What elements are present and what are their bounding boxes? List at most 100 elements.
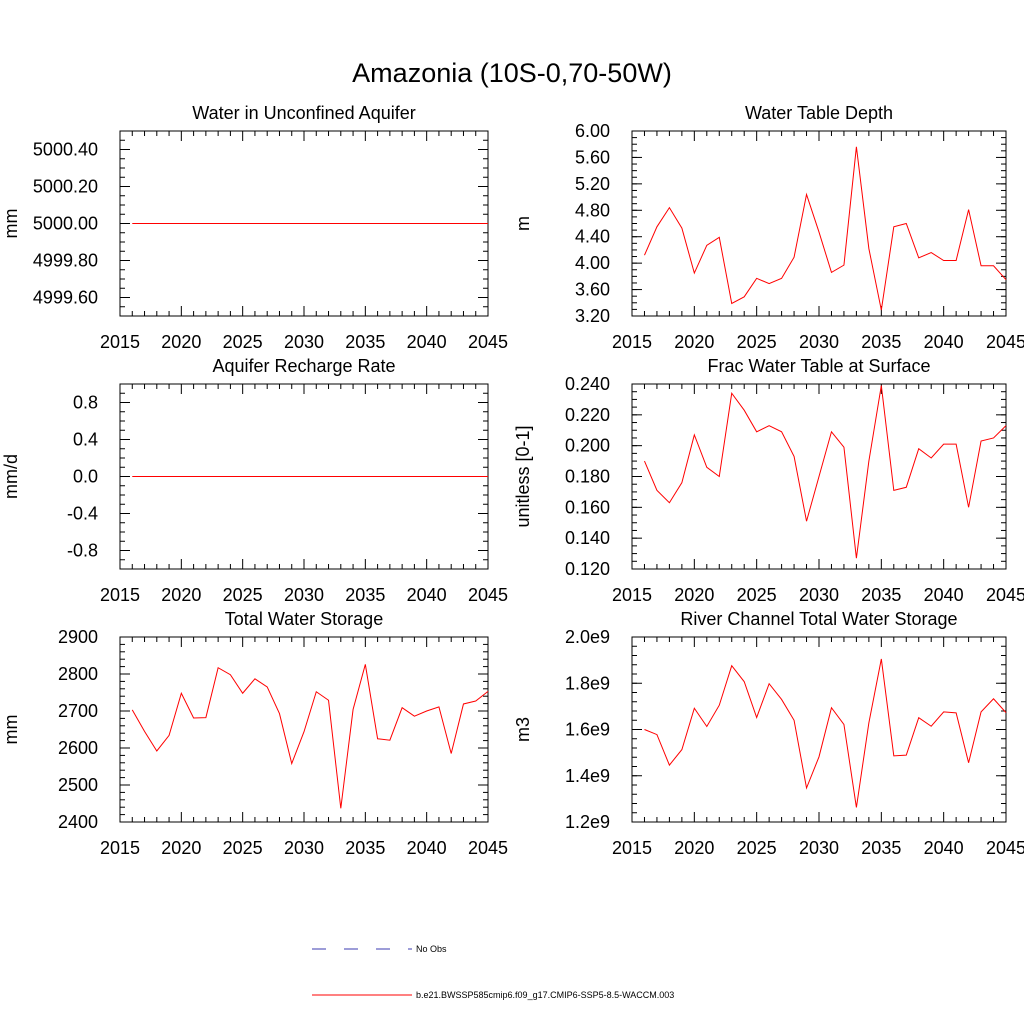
chart2-y-tick-label: 5.60 — [575, 147, 610, 167]
chart3-x-tick-label: 2015 — [100, 585, 140, 605]
chart1-x-tick-label: 2025 — [223, 332, 263, 352]
chart1-y-tick-label: 4999.60 — [33, 288, 98, 308]
chart6-x-tick-label: 2040 — [924, 838, 964, 858]
chart2-x-tick-label: 2045 — [986, 332, 1024, 352]
chart5-x-tick-label: 2025 — [223, 838, 263, 858]
chart6-y-tick-label: 2.0e9 — [565, 627, 610, 647]
chart2-series-line — [644, 146, 1007, 311]
chart3-x-tick-label: 2025 — [223, 585, 263, 605]
chart2-y-axis-label: m — [513, 216, 533, 231]
chart2-x-tick-label: 2035 — [861, 332, 901, 352]
chart1-y-axis-label: mm — [1, 209, 21, 239]
chart1-x-tick-label: 2020 — [161, 332, 201, 352]
chart2-x-tick-label: 2030 — [799, 332, 839, 352]
chart5-y-tick-label: 2600 — [58, 738, 98, 758]
chart4-frac-water-table-at-surface: Frac Water Table at Surface unitless [0-1… — [513, 356, 1024, 605]
chart6-title: River Channel Total Water Storage — [680, 609, 957, 629]
chart3-title: Aquifer Recharge Rate — [212, 356, 395, 376]
chart5-total-water-storage: Total Water Storage mm 2015 2020 2025 2030 203… — [1, 609, 508, 858]
chart1-x-tick-label: 2030 — [284, 332, 324, 352]
chart5-x-tick-label: 2040 — [407, 838, 447, 858]
chart4-y-axis-label: unitless [0-1] — [513, 425, 533, 527]
legend: No Obs b.e21.BWSSP585cmip6.f09_g17.CMIP6-… — [312, 944, 674, 1000]
chart1-y-tick-label: 5000.40 — [33, 140, 98, 160]
chart3-y-tick-label: 0.0 — [73, 467, 98, 487]
chart5-plot-frame — [119, 636, 489, 823]
chart5-y-tick-label: 2500 — [58, 775, 98, 795]
chart3-y-tick-label: -0.8 — [67, 541, 98, 561]
legend-label-2: b.e21.BWSSP585cmip6.f09_g17.CMIP6-SSP5-8… — [416, 990, 674, 1000]
chart1-y-tick-label: 5000.00 — [33, 214, 98, 234]
chart5-series-line — [131, 664, 489, 809]
chart1-water-in-unconfined-aquifer: Water in Unconfined Aquifer mm 2015 2020 202… — [1, 103, 508, 352]
chart5-y-tick-label: 2400 — [58, 812, 98, 832]
chart3-y-tick-label: -0.4 — [67, 504, 98, 524]
chart2-x-tick-label: 2020 — [674, 332, 714, 352]
chart2-y-tick-label: 3.20 — [575, 306, 610, 326]
chart6-x-tick-label: 2035 — [861, 838, 901, 858]
chart3-aquifer-recharge-rate: Aquifer Recharge Rate mm/d 2015 2020 2025 203… — [1, 356, 508, 605]
chart2-x-tick-label: 2015 — [612, 332, 652, 352]
chart4-x-tick-label: 2015 — [612, 585, 652, 605]
chart1-x-tick-label: 2035 — [345, 332, 385, 352]
chart4-x-tick-label: 2045 — [986, 585, 1024, 605]
chart6-series-line — [644, 658, 1007, 808]
chart5-x-tick-label: 2035 — [345, 838, 385, 858]
panels: Water in Unconfined Aquifer mm 2015 2020 202… — [1, 103, 1024, 858]
chart3-x-tick-label: 2020 — [161, 585, 201, 605]
chart3-x-tick-label: 2035 — [345, 585, 385, 605]
chart4-series-line — [644, 385, 1007, 559]
chart6-x-tick-label: 2015 — [612, 838, 652, 858]
chart5-title: Total Water Storage — [225, 609, 383, 629]
figure-title: Amazonia (10S-0,70-50W) — [352, 58, 672, 88]
chart5-x-tick-label: 2030 — [284, 838, 324, 858]
chart1-x-tick-label: 2045 — [468, 332, 508, 352]
chart2-x-tick-label: 2025 — [737, 332, 777, 352]
chart1-y-tick-label: 4999.80 — [33, 251, 98, 271]
chart3-y-tick-label: 0.8 — [73, 393, 98, 413]
chart4-y-tick-label: 0.240 — [565, 374, 610, 394]
chart3-x-tick-label: 2045 — [468, 585, 508, 605]
chart4-x-tick-label: 2030 — [799, 585, 839, 605]
chart2-y-tick-label: 4.80 — [575, 200, 610, 220]
chart6-y-tick-label: 1.4e9 — [565, 766, 610, 786]
chart2-water-table-depth: Water Table Depth m 2015 2020 2025 2030 2035 20… — [513, 103, 1024, 352]
chart4-y-tick-label: 0.180 — [565, 467, 610, 487]
chart6-y-axis-label: m3 — [513, 717, 533, 742]
chart3-y-axis-label: mm/d — [1, 454, 21, 499]
chart2-x-tick-label: 2040 — [924, 332, 964, 352]
chart6-x-tick-label: 2025 — [737, 838, 777, 858]
chart2-plot-frame — [631, 130, 1007, 317]
chart6-x-tick-label: 2030 — [799, 838, 839, 858]
chart2-y-tick-label: 6.00 — [575, 121, 610, 141]
chart4-x-tick-label: 2035 — [861, 585, 901, 605]
chart6-river-channel-total-water-storage: River Channel Total Water Storage m3 2015 2… — [513, 609, 1024, 858]
chart6-y-tick-label: 1.2e9 — [565, 812, 610, 832]
chart4-title: Frac Water Table at Surface — [707, 356, 930, 376]
chart2-y-tick-label: 4.00 — [575, 253, 610, 273]
chart6-y-tick-label: 1.8e9 — [565, 673, 610, 693]
chart4-x-tick-label: 2040 — [924, 585, 964, 605]
chart6-y-tick-label: 1.6e9 — [565, 720, 610, 740]
chart6-x-tick-label: 2045 — [986, 838, 1024, 858]
chart1-x-tick-label: 2040 — [407, 332, 447, 352]
chart2-title: Water Table Depth — [745, 103, 893, 123]
legend-label-1: No Obs — [416, 944, 447, 954]
chart3-x-tick-label: 2030 — [284, 585, 324, 605]
chart3-x-tick-label: 2040 — [407, 585, 447, 605]
chart5-y-tick-label: 2900 — [58, 627, 98, 647]
chart1-title: Water in Unconfined Aquifer — [192, 103, 415, 123]
chart6-x-tick-label: 2020 — [674, 838, 714, 858]
chart5-y-tick-label: 2700 — [58, 701, 98, 721]
chart1-x-tick-label: 2015 — [100, 332, 140, 352]
chart4-y-tick-label: 0.220 — [565, 405, 610, 425]
chart4-x-tick-label: 2025 — [737, 585, 777, 605]
chart4-y-tick-label: 0.200 — [565, 436, 610, 456]
chart3-y-tick-label: 0.4 — [73, 430, 98, 450]
chart4-y-tick-label: 0.140 — [565, 528, 610, 548]
chart2-y-tick-label: 5.20 — [575, 174, 610, 194]
chart1-y-tick-label: 5000.20 — [33, 177, 98, 197]
chart5-x-tick-label: 2020 — [161, 838, 201, 858]
